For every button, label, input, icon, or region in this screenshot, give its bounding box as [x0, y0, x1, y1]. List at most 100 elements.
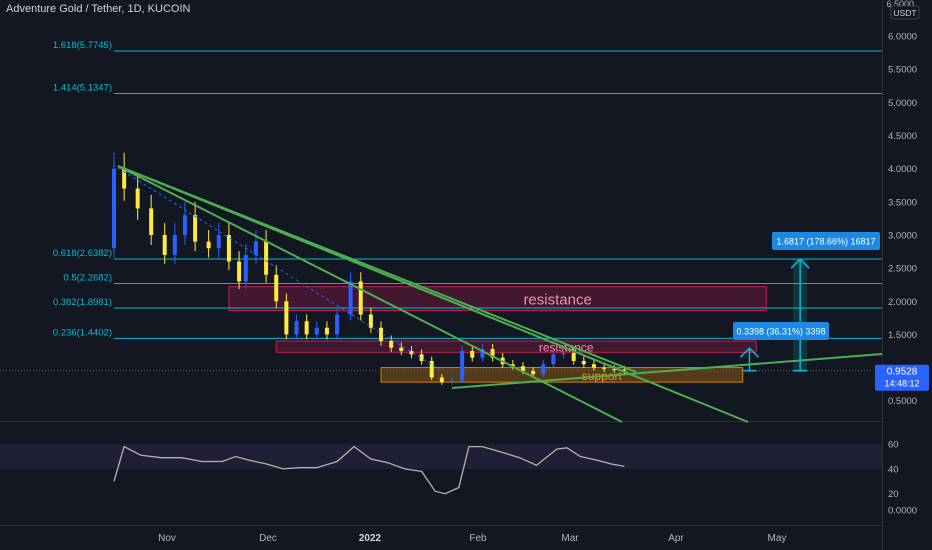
- candle-body: [368, 314, 373, 328]
- candle-body: [122, 168, 127, 189]
- candle-body: [358, 281, 363, 315]
- current-price-label: 0.9528: [887, 367, 918, 378]
- candle-body: [581, 360, 586, 365]
- candle-body: [531, 370, 536, 375]
- fib-level-label: 0.236(1.4402): [53, 327, 112, 338]
- time-tick-label: 2022: [359, 533, 382, 544]
- measure-arrow-icon: [739, 347, 759, 358]
- candle-body: [450, 380, 454, 383]
- candle-body: [237, 261, 242, 282]
- price-axis-top-label: 6.5000: [886, 0, 914, 9]
- candle-body: [206, 241, 211, 249]
- price-tick-label: 3.0000: [888, 230, 917, 241]
- rsi-tick-label: 60: [888, 440, 899, 451]
- price-tick-label: 3.5000: [888, 197, 917, 208]
- resistance-zone: [228, 286, 767, 312]
- time-tick-label: Apr: [668, 533, 684, 544]
- rsi-tick-label: 20: [888, 489, 899, 500]
- fib-level-label: 0.618(2.6382): [53, 248, 112, 259]
- candle-body: [591, 364, 596, 368]
- candle-body: [149, 208, 154, 235]
- candle-body: [243, 254, 248, 282]
- candle-body: [335, 314, 340, 335]
- candle-body: [510, 364, 515, 367]
- candle-body: [490, 349, 495, 358]
- price-tick-label: 1.5000: [888, 330, 917, 341]
- candle-body: [193, 215, 198, 242]
- current-price-tag: [875, 364, 929, 391]
- price-tick-label: 0.5000: [888, 396, 917, 407]
- rsi-band: [0, 444, 882, 469]
- candle-body: [622, 369, 627, 371]
- candle-body: [399, 347, 404, 351]
- candle-body: [480, 349, 485, 358]
- price-tick-label: 2.5000: [888, 264, 917, 275]
- price-tick-label: 2.0000: [888, 297, 917, 308]
- candle-body: [429, 360, 434, 378]
- candle-body: [520, 366, 525, 371]
- candle-body: [602, 367, 607, 369]
- price-tick-label: 5.0000: [888, 98, 917, 109]
- candle-body: [470, 350, 475, 358]
- candle-body: [419, 354, 424, 361]
- rsi-tick-label: 40: [888, 464, 899, 475]
- candle-body: [284, 301, 289, 335]
- time-tick-label: Mar: [561, 533, 579, 544]
- candle-body: [274, 274, 279, 302]
- candle-body: [182, 215, 187, 235]
- price-tick-label: 4.5000: [888, 131, 917, 142]
- time-tick-label: Dec: [259, 533, 277, 544]
- fib-level-label: 0.382(1.8981): [53, 297, 112, 308]
- candle-body: [379, 327, 384, 342]
- measure-arrow-icon: [790, 258, 810, 269]
- candle-body: [551, 354, 556, 365]
- candle-body: [348, 281, 353, 315]
- trend-line: [451, 353, 883, 389]
- measure-label: 0.3398 (36.31%) 3398: [736, 327, 825, 337]
- time-tick-label: Nov: [158, 533, 176, 544]
- measure-tag: [772, 232, 880, 250]
- candle-body: [226, 234, 231, 262]
- countdown-label: 14:48:12: [884, 379, 919, 389]
- price-tick-label: 4.0000: [888, 164, 917, 175]
- candle-body: [561, 352, 566, 355]
- candle-body: [389, 341, 394, 348]
- unit-badge: [890, 5, 920, 20]
- candle-body: [460, 350, 465, 381]
- unit-label: USDT: [893, 8, 916, 18]
- candle-body: [439, 377, 444, 383]
- candle-body: [314, 327, 319, 335]
- price-tick-label: 6.0000: [888, 32, 917, 43]
- candle-body: [612, 368, 617, 370]
- time-tick-label: Feb: [469, 533, 487, 544]
- candle-body: [304, 321, 309, 335]
- time-tick-label: May: [768, 533, 787, 544]
- candle-body: [264, 241, 269, 275]
- candle-body: [135, 188, 140, 209]
- fib-level-label: 0.5(2.2682): [63, 272, 112, 283]
- price-tick-label: 5.5000: [888, 65, 917, 76]
- rsi-line: [113, 445, 625, 495]
- candle-body: [216, 234, 221, 249]
- fib-level-label: 1.618(5.7745): [53, 40, 112, 51]
- candle-body: [172, 234, 177, 255]
- measure-label: 1.6817 (178.66%) 16817: [776, 237, 875, 247]
- rsi-tick-label: 0.0000: [888, 506, 917, 517]
- candle-body: [294, 321, 299, 335]
- candle-body: [541, 364, 546, 375]
- fib-level-label: 1.414(5.1347): [53, 82, 112, 93]
- candle-body: [162, 234, 167, 255]
- resistance-zone: [275, 340, 757, 353]
- candle-body: [571, 352, 576, 361]
- chart-title: Adventure Gold / Tether, 1D, KUCOIN: [6, 3, 191, 15]
- dashed-trend-line: [117, 167, 441, 371]
- candle-body: [324, 327, 329, 335]
- measure-tag: [733, 322, 829, 340]
- candle-body: [409, 350, 414, 355]
- candle-body: [112, 168, 116, 249]
- resistance-label: resistance: [523, 292, 591, 309]
- trend-line: [117, 165, 623, 423]
- candle-body: [253, 241, 258, 255]
